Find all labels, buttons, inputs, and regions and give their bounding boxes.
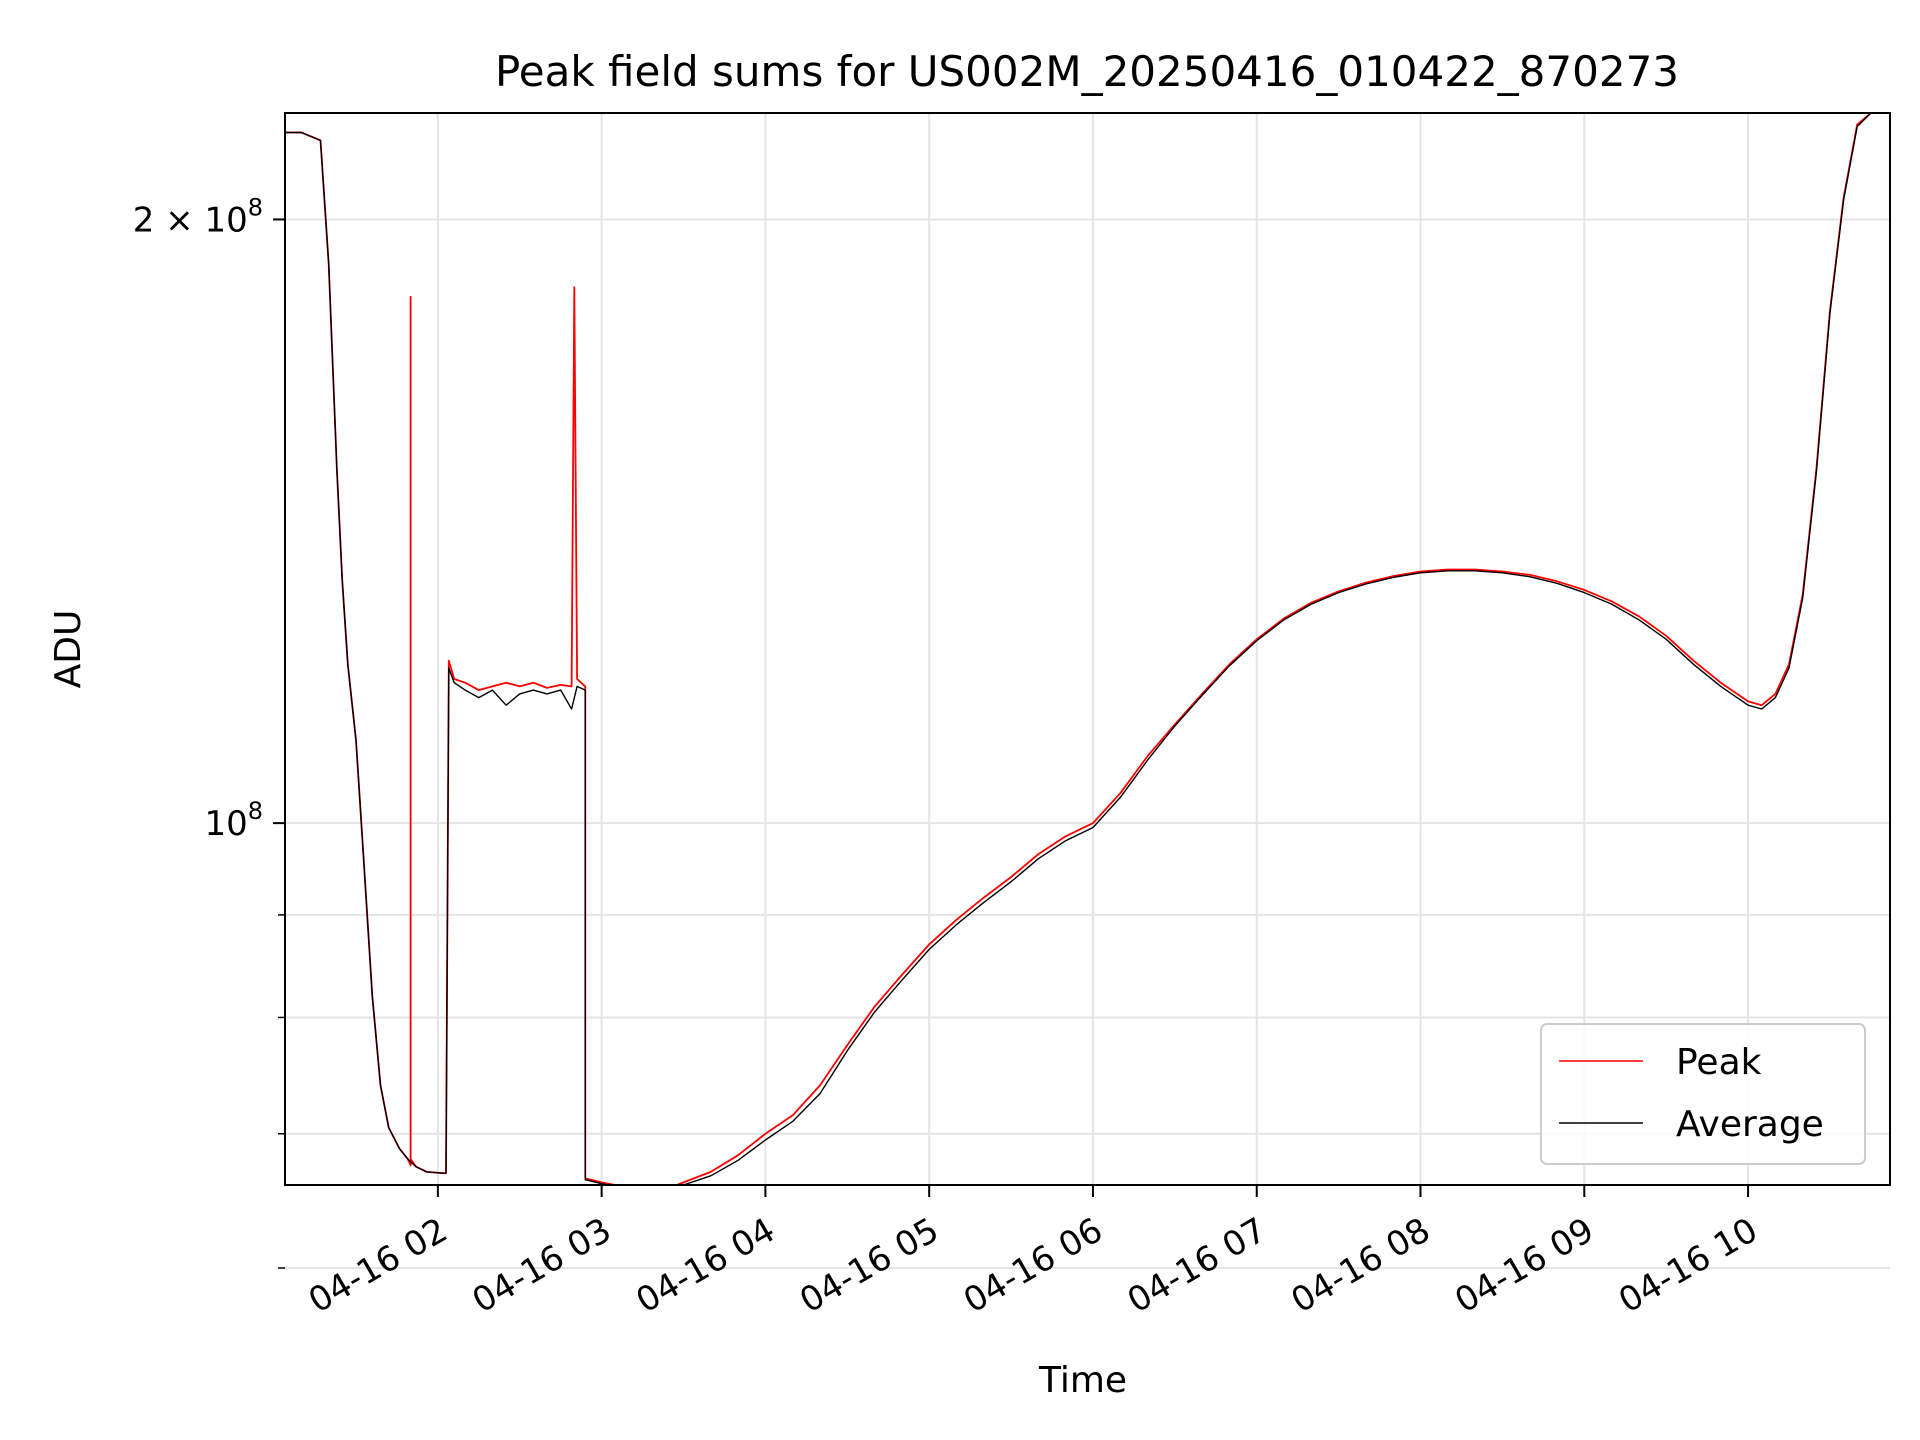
- legend-label-average: Average: [1676, 1104, 1824, 1145]
- plot-frame: [284, 112, 1891, 1186]
- series-layer: [285, 113, 1890, 1185]
- y-tick-label-base: 10: [204, 804, 247, 844]
- legend: Peak Average: [1540, 1023, 1866, 1165]
- y-tick-label-exponent: 8: [248, 797, 263, 825]
- legend-box: [1540, 1023, 1866, 1165]
- y-tick-label: 2 × 108: [133, 193, 263, 240]
- y-axis-label: ADU: [48, 610, 89, 689]
- y-tick-label: 108: [204, 797, 263, 844]
- series-line-peak: [285, 113, 1890, 1185]
- series-line-average: [285, 113, 1890, 1185]
- chart-title: Peak field sums for US002M_20250416_0104…: [495, 47, 1679, 96]
- x-axis-label: Time: [1038, 1360, 1127, 1401]
- legend-label-peak: Peak: [1676, 1042, 1762, 1083]
- y-tick-label-exponent: 8: [248, 193, 263, 221]
- y-tick-label-base: 2 × 10: [133, 200, 248, 240]
